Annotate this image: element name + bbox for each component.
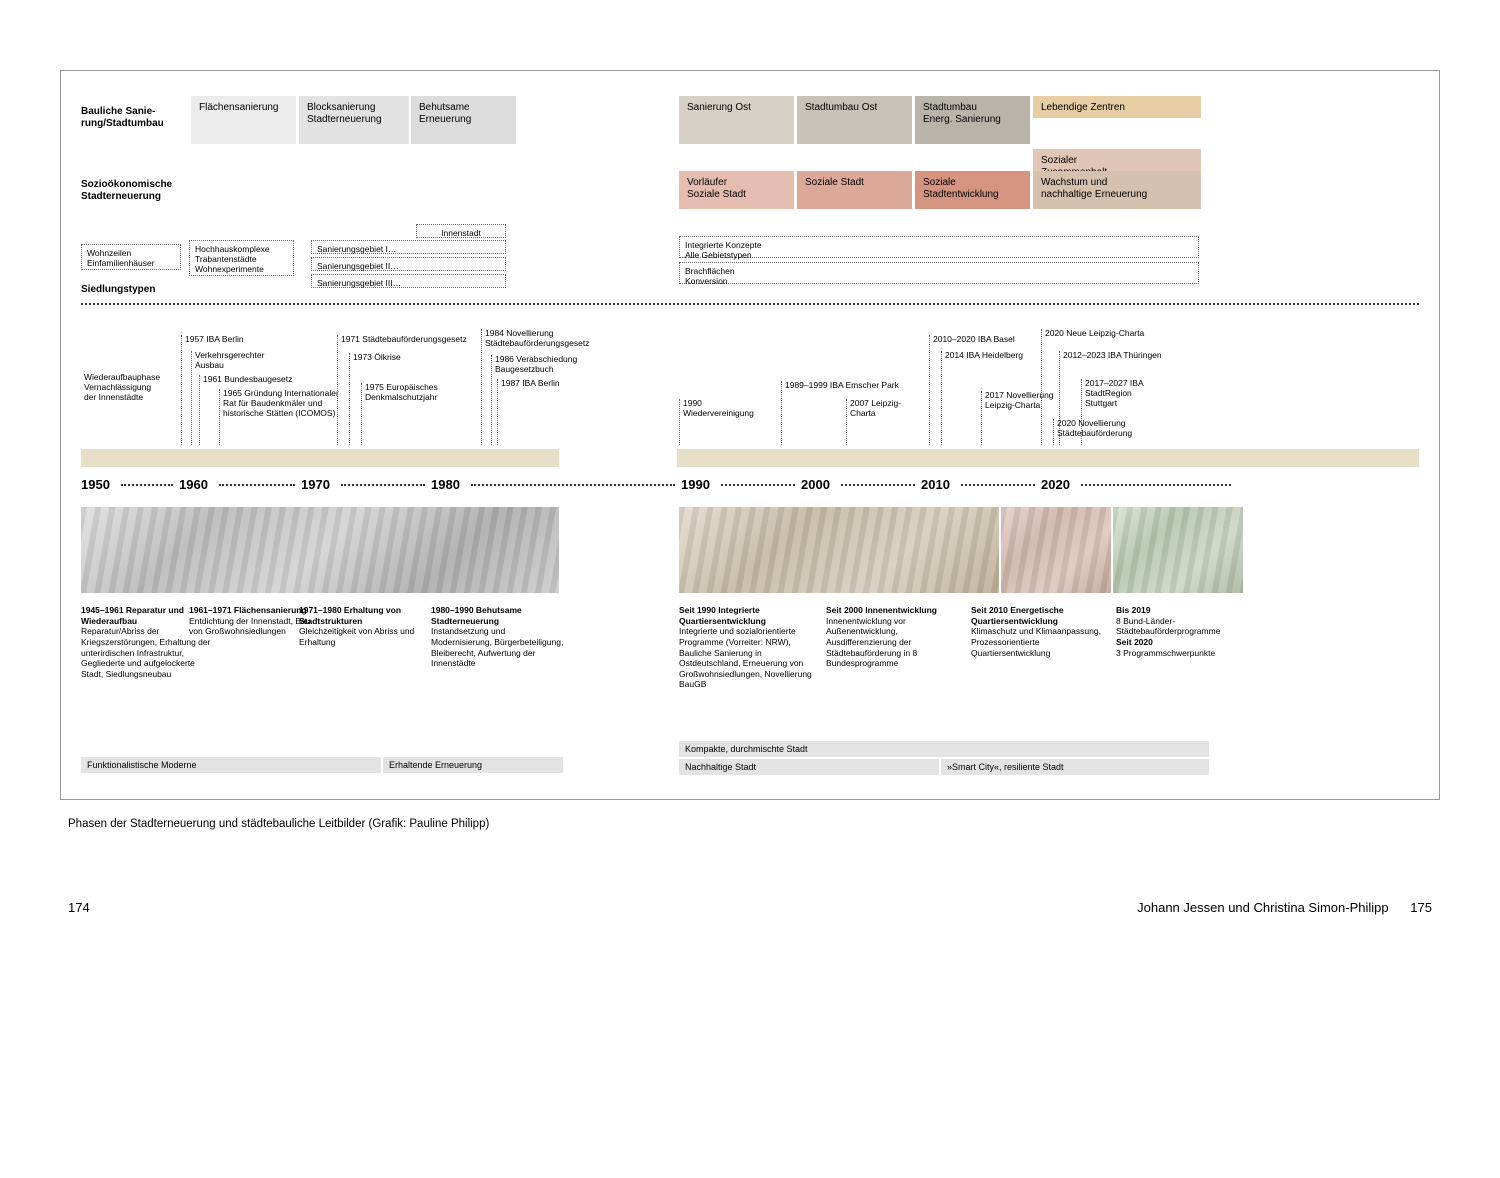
- program-box: Flächensanierung: [191, 96, 296, 144]
- decade-label: 2010: [921, 477, 950, 492]
- program-box: Sanierung Ost: [679, 96, 794, 144]
- period-texts: 1945–1961 Reparatur und WiederaufbauRepa…: [81, 605, 1419, 725]
- period-description: 1980–1990 Behutsame StadterneuerungInsta…: [431, 605, 566, 669]
- photo-strip-segment: [1113, 507, 1243, 593]
- paradigm-bar: »Smart City«, resiliente Stadt: [941, 759, 1209, 775]
- settlement-type-box: BrachflächenKonversion: [679, 262, 1199, 284]
- figure-caption: Phasen der Stadterneuerung und städtebau…: [68, 818, 1440, 830]
- timeline-event: 1975 EuropäischesDenkmalschutzjahr: [361, 383, 438, 445]
- period-description: Bis 20198 Bund-Länder-Städtebauförderpro…: [1116, 605, 1251, 658]
- program-box: VorläuferSoziale Stadt: [679, 171, 794, 209]
- decade-label: 2020: [1041, 477, 1070, 492]
- period-description: 1971–1980 Erhaltung von StadtstrukturenG…: [299, 605, 434, 648]
- row3-baseline: [81, 303, 1419, 305]
- row-events: 1957 IBA BerlinVerkehrsgerechterAusbau19…: [81, 329, 1419, 449]
- paradigm-bars: Funktionalistische ModerneErhaltende Ern…: [81, 741, 1419, 781]
- settlement-type-box: Sanierungsgebiet I…: [311, 240, 506, 254]
- timeline-frame: Bauliche Sanie-rung/Stadtumbau Flächensa…: [60, 70, 1440, 800]
- timeline-event: 1990Wiedervereinigung: [679, 399, 754, 445]
- timeline-event: 2020 NovellierungStädtebauförderung: [1053, 419, 1132, 445]
- row2-heading: SozioökonomischeStadterneuerung: [81, 179, 191, 203]
- decade-label: 2000: [801, 477, 830, 492]
- paradigm-bar: Erhaltende Erneuerung: [383, 757, 563, 773]
- settlement-type-box: HochhauskomplexeTrabantenstädteWohnexper…: [189, 240, 294, 276]
- program-box: StadtumbauEnerg. Sanierung: [915, 96, 1030, 144]
- timeline-event: 2007 Leipzig-Charta: [846, 399, 901, 445]
- paradigm-bar: Funktionalistische Moderne: [81, 757, 381, 773]
- decade-label: 1950: [81, 477, 110, 492]
- paradigm-bar: Nachhaltige Stadt: [679, 759, 939, 775]
- program-box: BlocksanierungStadterneuerung: [299, 96, 409, 144]
- page-number-right-num: 175: [1410, 900, 1432, 915]
- timeline-event: WiederaufbauphaseVernachlässigungder Inn…: [81, 373, 160, 445]
- decade-axis: 1950 1960 1970 1980 1990 2000 2010 2020: [81, 477, 1419, 497]
- settlement-type-box: Sanierungsgebiet II…: [311, 257, 506, 271]
- decade-label: 1980: [431, 477, 460, 492]
- row1-heading: Bauliche Sanie-rung/Stadtumbau: [81, 106, 191, 130]
- period-description: Seit 2000 InnenentwicklungInnenentwicklu…: [826, 605, 961, 669]
- settlement-type-box: Innenstadt: [416, 224, 506, 238]
- period-description: Seit 2010 Energetische Quartiersentwickl…: [971, 605, 1106, 658]
- settlement-type-box: Sanierungsgebiet III…: [311, 274, 506, 288]
- program-box: Stadtumbau Ost: [797, 96, 912, 144]
- author-names: Johann Jessen und Christina Simon-Philip…: [1137, 900, 1388, 915]
- page-number-left: 174: [68, 900, 90, 915]
- program-box: SozialeStadtentwicklung: [915, 171, 1030, 209]
- row-soziooekonomisch: SozioökonomischeStadterneuerung Vorläufe…: [81, 171, 1419, 221]
- photo-strip-segment: [1001, 507, 1111, 593]
- timeline-event: 1965 Gründung InternationalerRat für Bau…: [219, 389, 339, 445]
- program-box: BehutsameErneuerung: [411, 96, 516, 144]
- page-numbers: 174 Johann Jessen und Christina Simon-Ph…: [60, 900, 1440, 915]
- program-box: Wachstum undnachhaltige Erneuerung: [1033, 171, 1201, 209]
- decade-label: 1990: [681, 477, 710, 492]
- row-extra: SozialerZusammenhalt: [81, 149, 1419, 169]
- decade-label: 1970: [301, 477, 330, 492]
- photo-strip-segment: [679, 507, 999, 593]
- program-box: Lebendige Zentren: [1033, 96, 1201, 118]
- timeline-event: 1987 IBA Berlin: [497, 379, 560, 445]
- paradigm-bar: Kompakte, durchmischte Stadt: [679, 741, 1209, 757]
- settlement-type-box: Integrierte KonzepteAlle Gebietstypen: [679, 236, 1199, 258]
- page-number-right: Johann Jessen und Christina Simon-Philip…: [1137, 900, 1432, 915]
- photo-strip: [81, 507, 1419, 593]
- row3-heading: Siedlungstypen: [81, 284, 191, 296]
- settlement-type-box: WohnzeilenEinfamilienhäuser: [81, 244, 181, 270]
- program-box: Soziale Stadt: [797, 171, 912, 209]
- timeline-band: [81, 449, 1419, 467]
- decade-label: 1960: [179, 477, 208, 492]
- row-siedlungstypen: Siedlungstypen WohnzeilenEinfamilienhäus…: [81, 236, 1419, 306]
- page: Bauliche Sanie-rung/Stadtumbau Flächensa…: [0, 0, 1500, 955]
- photo-strip-segment: [81, 507, 559, 593]
- period-description: Seit 1990 Integrierte Quartiersentwicklu…: [679, 605, 814, 690]
